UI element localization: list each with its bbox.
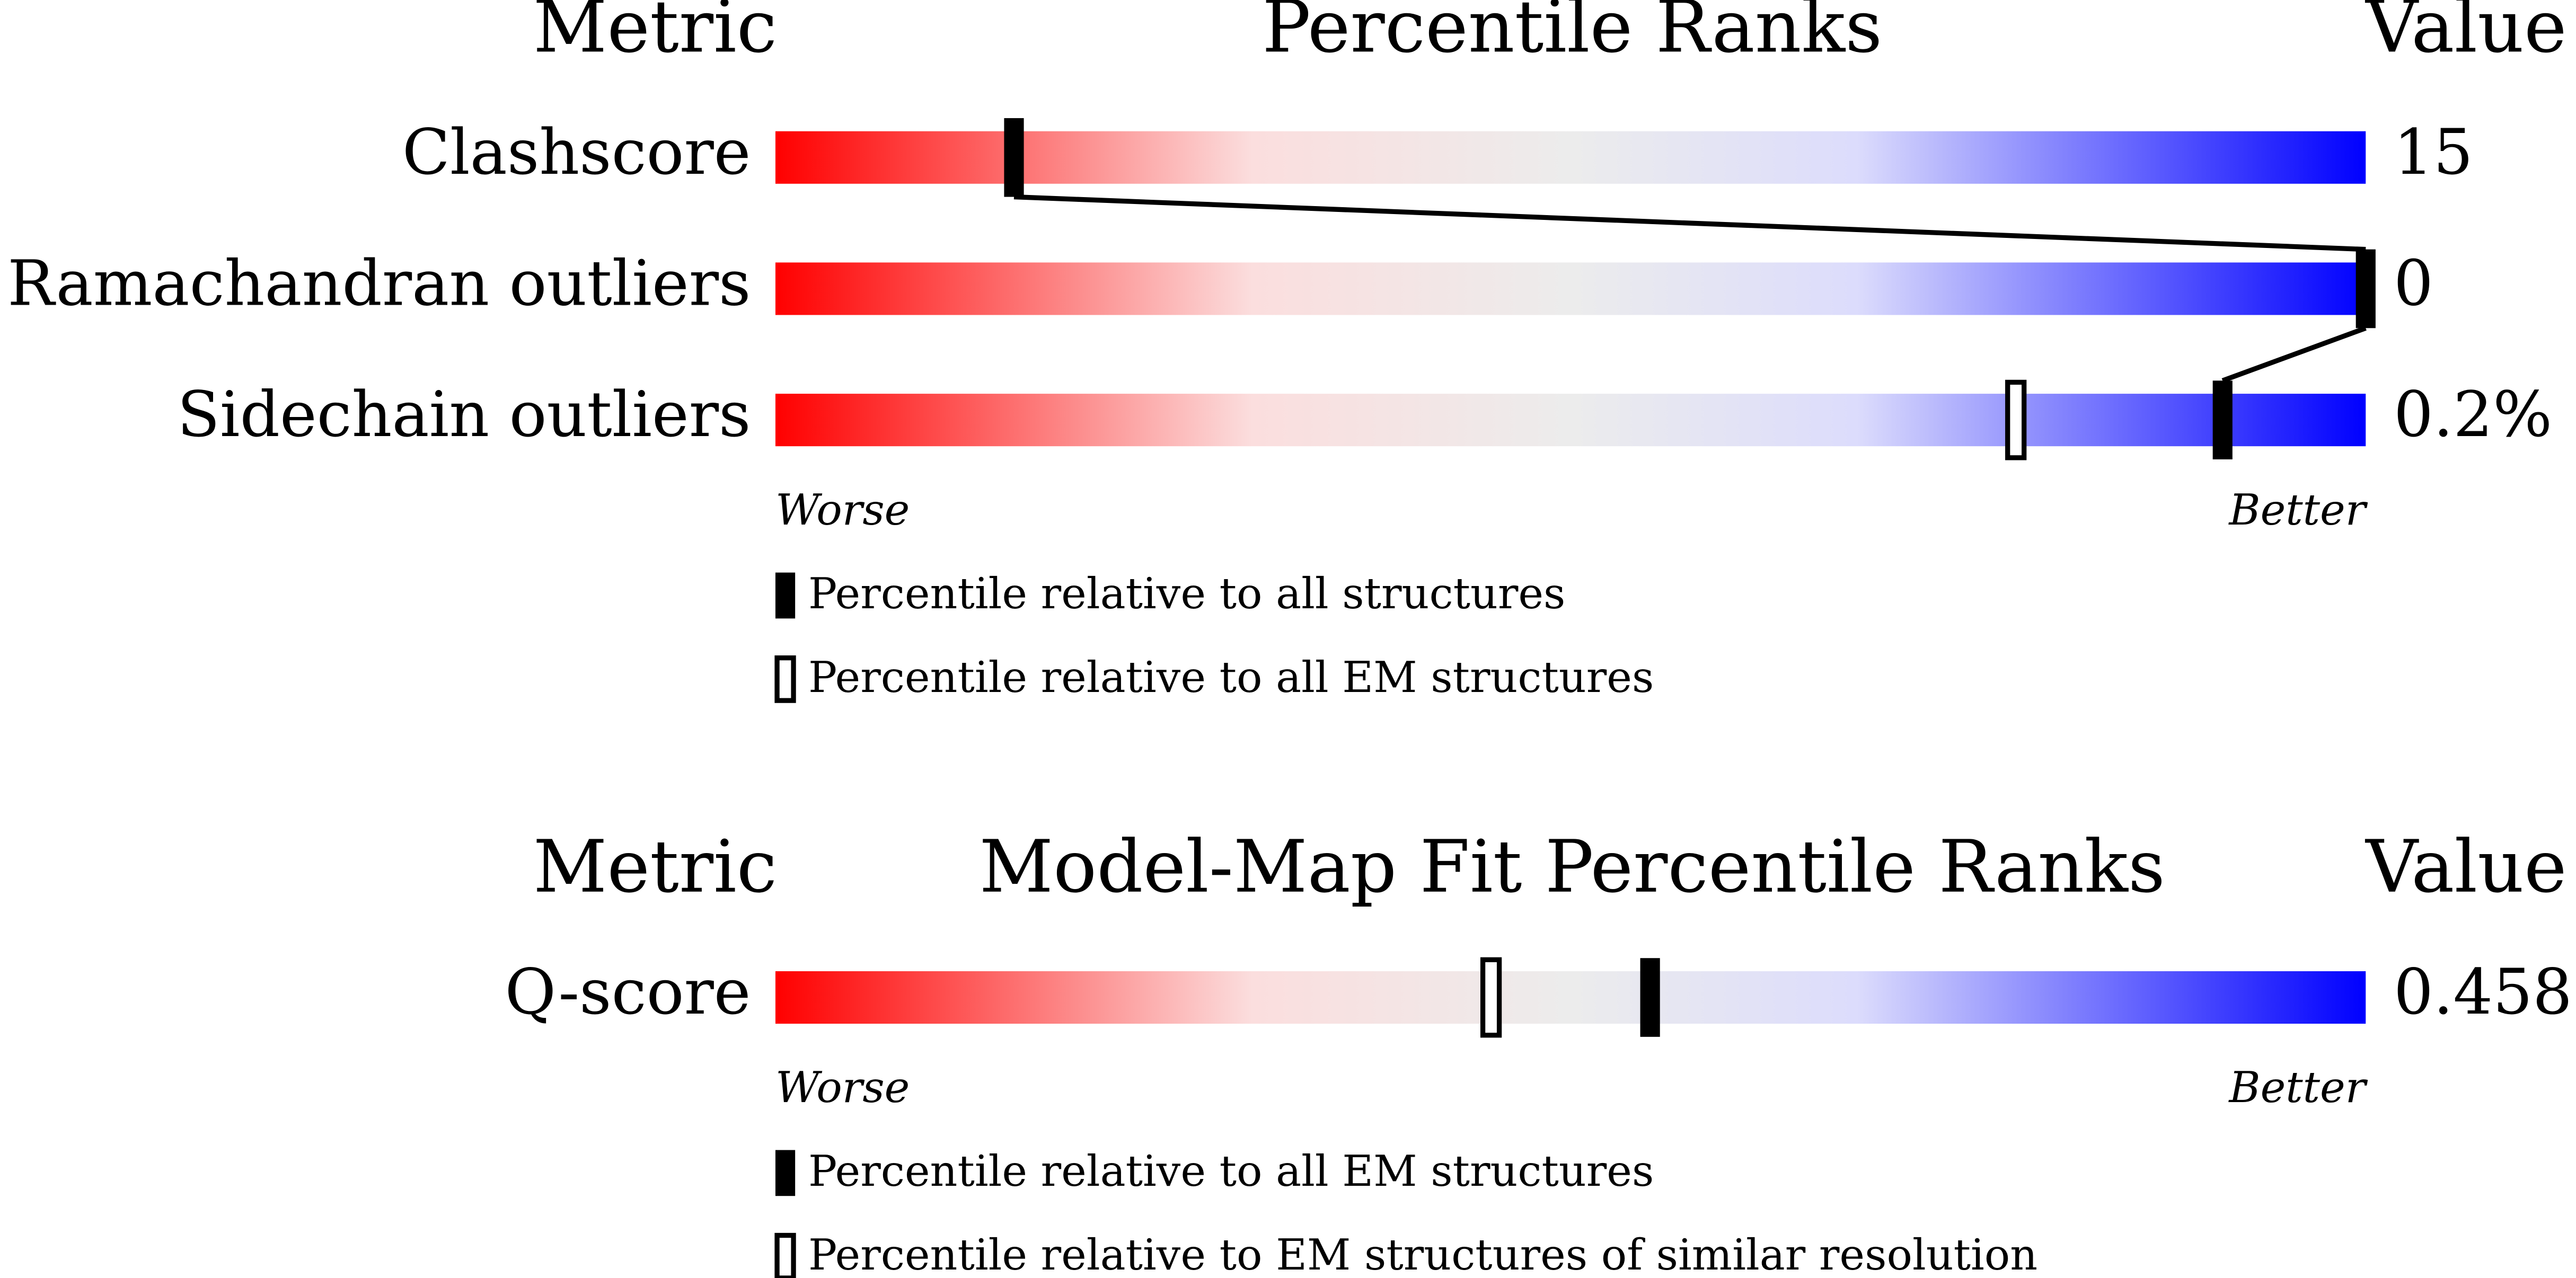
header-value: Value [2365, 825, 2566, 909]
filled-marker [775, 572, 796, 619]
legend-label: Percentile relative to all structures [808, 569, 1565, 618]
worse-label: Worse [775, 485, 910, 535]
metric-label: Sidechain outliers [177, 378, 751, 451]
metric-value: 15 [2394, 116, 2473, 189]
header-title: Model-Map Fit Percentile Ranks [979, 825, 2165, 909]
connector-line [1013, 194, 2366, 252]
connector-line [2221, 325, 2367, 383]
legend-label: Percentile relative to all EM structures [808, 652, 1654, 702]
metric-label: Q-score [505, 956, 751, 1028]
filled-marker [1640, 958, 1660, 1037]
legend-label: Percentile relative to EM structures of … [808, 1230, 2037, 1278]
filled-marker [2212, 380, 2233, 459]
metric-label: Ramachandran outliers [7, 247, 751, 320]
percentile-bar [775, 394, 2366, 447]
filled-marker [1004, 118, 1024, 197]
header-metric: Metric [533, 0, 777, 69]
metric-value: 0.2% [2394, 378, 2552, 451]
percentile-bar [775, 971, 2366, 1024]
worse-label: Worse [775, 1062, 910, 1112]
percentile-bar [775, 131, 2366, 184]
filled-marker [2356, 249, 2376, 329]
hollow-marker [774, 655, 796, 703]
header-title: Percentile Ranks [1262, 0, 1882, 69]
hollow-marker [774, 1232, 796, 1278]
percentile-bar [775, 262, 2366, 315]
metric-value: 0.458 [2394, 956, 2572, 1028]
filled-marker [775, 1150, 796, 1196]
header-value: Value [2365, 0, 2566, 69]
legend-label: Percentile relative to all EM structures [808, 1146, 1654, 1196]
metric-label: Clashscore [402, 116, 751, 189]
better-label: Better [2228, 485, 2368, 535]
better-label: Better [2228, 1062, 2368, 1112]
header-metric: Metric [533, 825, 777, 909]
hollow-marker [2005, 379, 2027, 460]
metric-value: 0 [2394, 247, 2433, 320]
hollow-marker [1480, 957, 1502, 1038]
